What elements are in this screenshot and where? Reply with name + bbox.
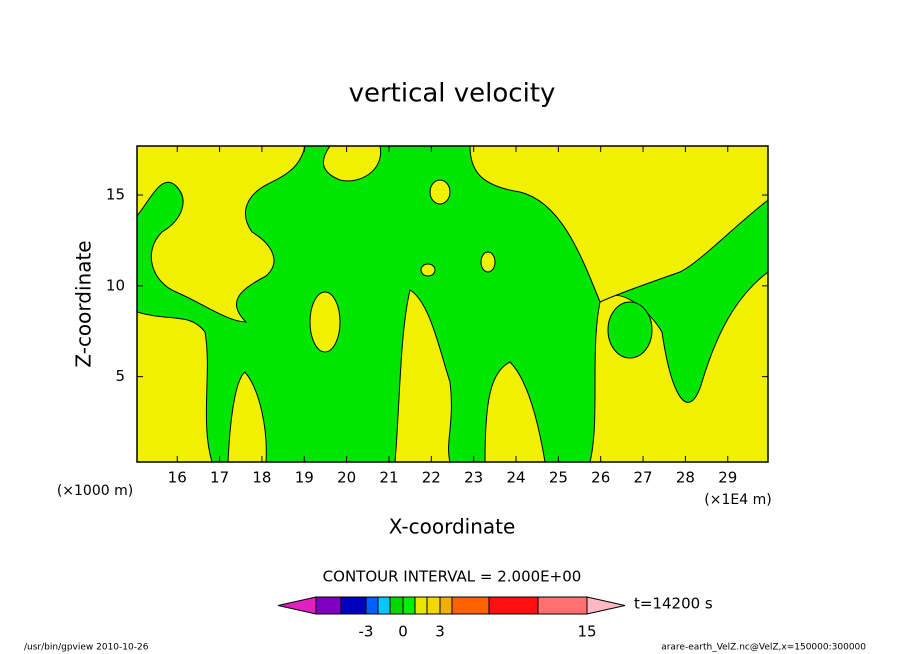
colorbar-swatch — [488, 596, 539, 615]
chart-title: vertical velocity — [349, 79, 556, 109]
colorbar-swatch — [315, 596, 342, 615]
time-label: t=14200 s — [634, 595, 713, 613]
x-tick-label: 17 — [210, 469, 229, 487]
x-tick-label: 21 — [379, 469, 398, 487]
colorbar-tick-label: 15 — [577, 623, 596, 641]
colorbar-swatch — [402, 596, 416, 615]
colorbar-swatch — [426, 596, 441, 615]
x-tick-label: 27 — [634, 469, 653, 487]
colorbar-swatch — [414, 596, 428, 615]
x-tick-label: 18 — [252, 469, 271, 487]
y-axis-label: Z-coordinate — [72, 240, 96, 367]
x-tick-label: 24 — [506, 469, 525, 487]
x-tick-label: 16 — [168, 469, 187, 487]
footer-right: arare-earth_VelZ.nc@VelZ,x=150000:300000 — [661, 643, 866, 653]
x-tick-label: 28 — [676, 469, 695, 487]
x-axis-label: X-coordinate — [389, 515, 516, 539]
colorbar-swatch — [340, 596, 367, 615]
colorbar-swatch — [389, 596, 404, 615]
x-tick-label: 25 — [549, 469, 568, 487]
colorbar-swatch — [439, 596, 453, 615]
x-tick-label: 23 — [464, 469, 483, 487]
y-tick-label: 15 — [106, 186, 125, 204]
y-unit: (×1000 m) — [57, 483, 133, 499]
colorbar-swatch — [537, 596, 588, 615]
colorbar-swatch — [586, 596, 626, 615]
footer-left: /usr/bin/gpview 2010-10-26 — [24, 643, 149, 653]
colorbar-swatch — [365, 596, 379, 615]
colorbar-tick-label: -3 — [359, 623, 374, 641]
colorbar-swatch — [277, 596, 317, 615]
contour-field — [137, 146, 768, 462]
x-tick-label: 20 — [337, 469, 356, 487]
x-unit: (×1E4 m) — [704, 492, 771, 508]
colorbar-tick-label: 0 — [398, 623, 408, 641]
contour-interval: CONTOUR INTERVAL = 2.000E+00 — [323, 568, 582, 586]
colorbar-swatch — [377, 596, 391, 615]
x-tick-label: 22 — [422, 469, 441, 487]
y-tick-label: 5 — [115, 367, 125, 385]
x-tick-label: 19 — [295, 469, 314, 487]
x-tick-label: 26 — [591, 469, 610, 487]
colorbar-swatch — [451, 596, 490, 615]
plot-frame — [136, 145, 769, 463]
x-tick-label: 29 — [718, 469, 737, 487]
colorbar-tick-label: 3 — [435, 623, 445, 641]
y-tick-label: 10 — [106, 276, 125, 294]
